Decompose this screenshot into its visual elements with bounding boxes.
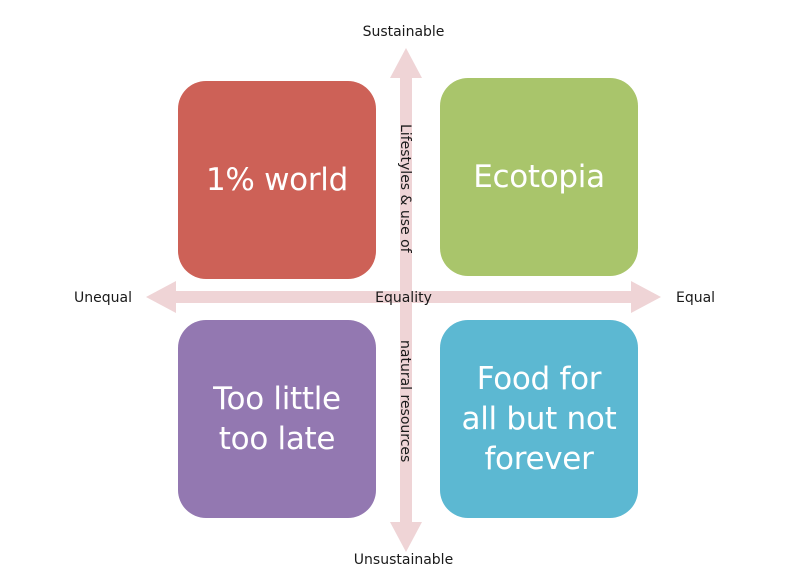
axis-label-unsustainable: Unsustainable bbox=[353, 552, 454, 568]
quadrant-one-percent-world: 1% world bbox=[178, 81, 376, 279]
quadrant-label: Too little too late bbox=[213, 381, 341, 457]
quadrant-ecotopia: Ecotopia bbox=[440, 78, 638, 276]
vertical-axis-arrow bbox=[390, 48, 422, 552]
quadrant-label: 1% world bbox=[206, 162, 348, 198]
quadrant-food-for-all: Food for all but not forever bbox=[440, 320, 638, 518]
axis-label-sustainable: Sustainable bbox=[362, 24, 445, 40]
quadrant-too-little-too-late: Too little too late bbox=[178, 320, 376, 518]
vertical-axis-label-lower: natural resources bbox=[397, 340, 413, 463]
axis-label-equality: Equality bbox=[375, 290, 432, 306]
quadrant-label: Ecotopia bbox=[473, 159, 605, 195]
axis-label-equal: Equal bbox=[676, 290, 716, 306]
axis-label-unequal: Unequal bbox=[74, 290, 132, 306]
vertical-axis-label-upper: Lifestyles & use of bbox=[397, 124, 413, 253]
quadrant-label: Food for all but not forever bbox=[461, 361, 617, 477]
